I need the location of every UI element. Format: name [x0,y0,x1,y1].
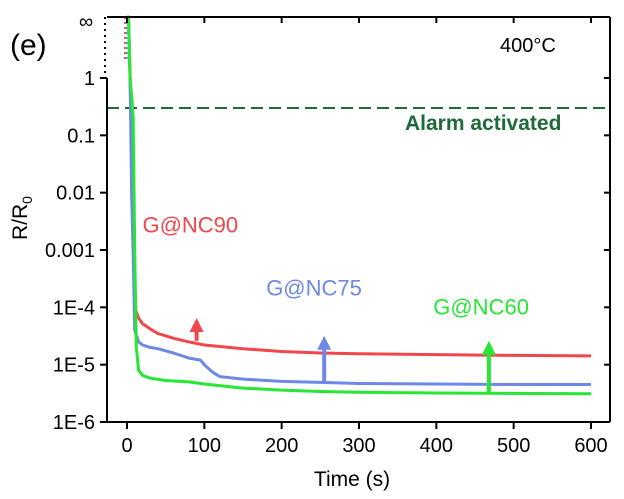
arrow-head-g-nc90 [189,318,204,333]
x-tick-label: 500 [497,435,530,457]
series-label-g-nc75: G@NC75 [266,276,362,301]
y-tick-label: 0.01 [56,183,95,205]
svg-text:R/R0: R/R0 [9,196,35,240]
chart-guides [104,17,610,109]
series-label-g-nc90: G@NC90 [142,213,238,238]
series-line-g-nc60 [127,15,592,396]
series-line-g-nc75 [127,15,591,386]
y-tick-label: 1E-5 [53,355,95,377]
y-tick-label: 0.001 [45,240,95,262]
x-tick-label: 0 [121,435,132,457]
panel-label: (e) [10,29,47,62]
y-axis-title-main: R/R [9,204,32,240]
chart-series-layer [124,15,592,396]
x-tick-label: 600 [574,435,607,457]
alarm-label: Alarm activated [405,112,561,135]
x-tick-label: 100 [188,435,221,457]
x-tick-label: 200 [265,435,298,457]
x-tick-label: 400 [420,435,453,457]
y-tick-label: 1 [84,68,95,90]
temperature-annotation: 400°C [500,35,556,57]
y-tick-label: 1E-6 [53,412,95,434]
chart-axes [100,16,611,429]
y-tick-label: 1E-4 [53,297,95,319]
y-axis-title: R/R0 [9,196,35,240]
x-tick-label: 300 [342,435,375,457]
arrow-head-g-nc75 [317,335,332,350]
arrow-head-g-nc60 [481,340,496,355]
y-tick-label: 0.1 [67,125,95,147]
y-axis-title-subscript: 0 [19,196,35,204]
series-label-g-nc60: G@NC60 [433,294,529,319]
x-axis-title: Time (s) [314,468,390,491]
y-tick-label-infinity: ∞ [79,11,93,33]
chart-labels: (e) 400°C Alarm activated Time (s) R/R0 … [9,11,608,491]
